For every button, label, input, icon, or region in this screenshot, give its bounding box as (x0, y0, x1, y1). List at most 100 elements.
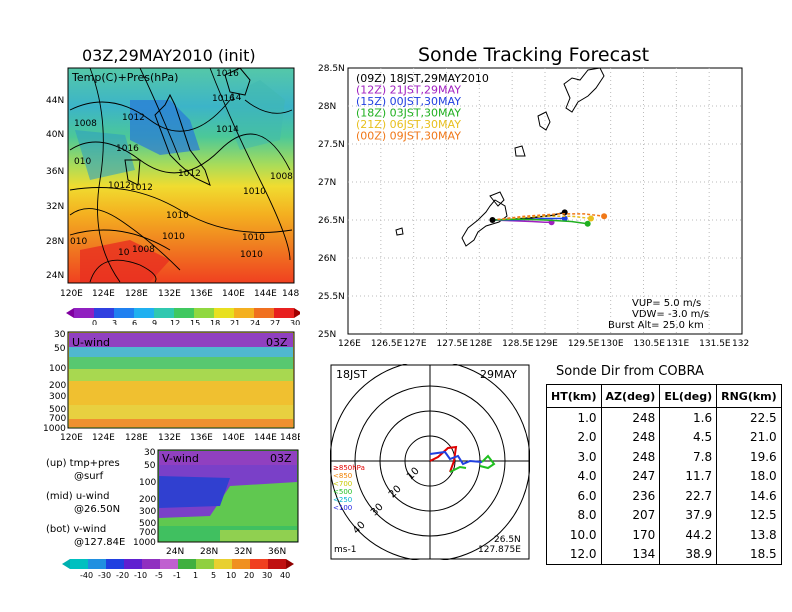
x-tick-label: 126.5E (371, 339, 403, 349)
table-cell: 6.0 (546, 486, 602, 506)
lat-tick: 36N (268, 547, 286, 557)
lon-tick: 140E (222, 433, 245, 443)
svg-text:1010: 1010 (162, 232, 185, 242)
table-title: Sonde Dir from COBRA (556, 364, 704, 379)
colorbar-tick: 30 (290, 319, 300, 325)
lat-tick: 44N (46, 96, 64, 106)
colorbar-tick: 21 (230, 319, 240, 325)
wind-tick: 30 (262, 571, 272, 580)
table-row: 2.0 248 4.5 21.0 (546, 427, 782, 447)
pressure-tick: 200 (139, 495, 156, 505)
svg-text:1012: 1012 (108, 181, 131, 191)
lat-tick: 28N (200, 547, 218, 557)
pressure-tick: 700 (139, 528, 156, 538)
pressure-tick: 700 (49, 414, 66, 424)
svg-text:1016: 1016 (116, 144, 139, 154)
note-up-sub: @surf (74, 471, 104, 482)
wind-tick: -40 (80, 571, 93, 580)
altitude-legend-item: <700 (333, 480, 352, 488)
table-cell: 134 (600, 544, 661, 565)
pressure-tick: 1000 (133, 538, 156, 548)
table-cell: 11.7 (659, 466, 718, 486)
table-cell: 18.0 (716, 466, 782, 486)
table-cell: 1.0 (546, 407, 602, 428)
table-cell: 8.0 (546, 505, 602, 525)
pressure-tick: 500 (49, 405, 66, 415)
map-panel-label: Temp(C)+Pres(hPa) (71, 71, 178, 84)
wind-tick: -5 (155, 571, 163, 580)
table-cell: 247 (600, 466, 661, 486)
lon-tick: 124E (92, 433, 115, 443)
table-cell: 2.0 (546, 427, 602, 447)
x-tick-label: 126E (338, 339, 361, 349)
note-bot-sub: @127.84E (74, 537, 126, 548)
table-cell: 44.2 (659, 525, 718, 545)
table-cell: 19.6 (716, 447, 782, 467)
polar-hodograph: 10 20 30 40 18JST 29MAY ≥850hPa <850 <70… (330, 364, 530, 560)
left-panel-title: 03Z,29MAY2010 (init) (82, 46, 256, 65)
wind-tick: 10 (226, 571, 236, 580)
table-cell: 12.5 (716, 505, 782, 525)
lat-tick: 24N (166, 547, 184, 557)
temperature-colorbar (66, 308, 300, 318)
svg-text:010: 010 (74, 157, 91, 167)
table-cell: 3.0 (546, 447, 602, 467)
pressure-tick: 300 (49, 392, 66, 402)
svg-text:010: 010 (70, 237, 87, 247)
wind-colorbar: -40 -30 -20 -10 -5 -1 1 5 10 20 30 40 (62, 559, 294, 580)
launch-point (489, 217, 496, 223)
lon-tick: 136E (190, 433, 213, 443)
colorbar-tick: 12 (170, 319, 180, 325)
u-wind-section: U-wind 03Z 30 50 100 200 300 500 700 100… (43, 330, 300, 443)
track-line-5 (492, 213, 605, 221)
x-tick-label: 127E (404, 339, 427, 349)
wind-tick: 5 (211, 571, 216, 580)
y-tick-label: 27N (318, 178, 336, 188)
lon-tick: 144E (254, 289, 277, 299)
x-tick-label: 131.5E (699, 339, 731, 349)
svg-text:1016: 1016 (216, 69, 239, 79)
svg-text:1010: 1010 (243, 187, 266, 197)
x-tick-label: 128E (469, 339, 492, 349)
altitude-legend-item: <500 (333, 488, 352, 496)
x-tick-label: 130.5E (634, 339, 666, 349)
note-up: (up) tmp+pres (46, 458, 120, 469)
pressure-tick: 50 (54, 344, 66, 354)
altitude-legend-item: ≥850hPa (333, 464, 365, 472)
wind-tick: -10 (134, 571, 147, 580)
table-cell: 7.8 (659, 447, 718, 467)
x-tick-label: 129E (535, 339, 558, 349)
y-tick-label: 28N (318, 102, 336, 112)
legend-entry: (00Z) 09JST,30MAY (356, 130, 461, 143)
sonde-direction-table: HT(km) AZ(deg) EL(deg) RNG(km) 1.0 248 1.6… (546, 384, 782, 565)
table-row: 4.0 247 11.7 18.0 (546, 466, 782, 486)
table-cell: 37.9 (659, 505, 718, 525)
track-info-vdw: VDW= -3.0 m/s (632, 309, 709, 320)
x-tick-label: 130E (601, 339, 624, 349)
table-row: 1.0 248 1.6 22.5 (546, 407, 782, 428)
table-cell: 207 (600, 505, 661, 525)
legend-entry: (18Z) 03JST,30MAY (356, 107, 461, 120)
column-header: RNG(km) (716, 384, 782, 408)
table-cell: 10.0 (546, 525, 602, 545)
pressure-tick: 30 (54, 330, 66, 340)
pressure-tick: 50 (144, 461, 156, 471)
lat-tick: 32N (46, 202, 64, 212)
table-cell: 21.0 (716, 427, 782, 447)
main-title: Sonde Tracking Forecast (418, 44, 650, 66)
svg-text:1012: 1012 (122, 113, 145, 123)
x-tick-label: 129.5E (568, 339, 600, 349)
lon-tick: 128E (125, 433, 148, 443)
altitude-legend-item: <850 (333, 472, 352, 480)
colorbar-tick: 18 (210, 319, 220, 325)
pressure-tick: 1000 (43, 424, 66, 434)
lon-tick: 124E (92, 289, 115, 299)
lon-tick: 128E (125, 289, 148, 299)
lat-tick: 36N (46, 167, 64, 177)
legend-entry: (15Z) 00JST,30MAY (356, 95, 461, 108)
note-mid: (mid) u-wind (46, 491, 110, 502)
svg-text:1012: 1012 (178, 169, 201, 179)
wind-tick: -30 (98, 571, 111, 580)
svg-text:1012: 1012 (130, 183, 153, 193)
lon-tick: 132E (158, 433, 181, 443)
